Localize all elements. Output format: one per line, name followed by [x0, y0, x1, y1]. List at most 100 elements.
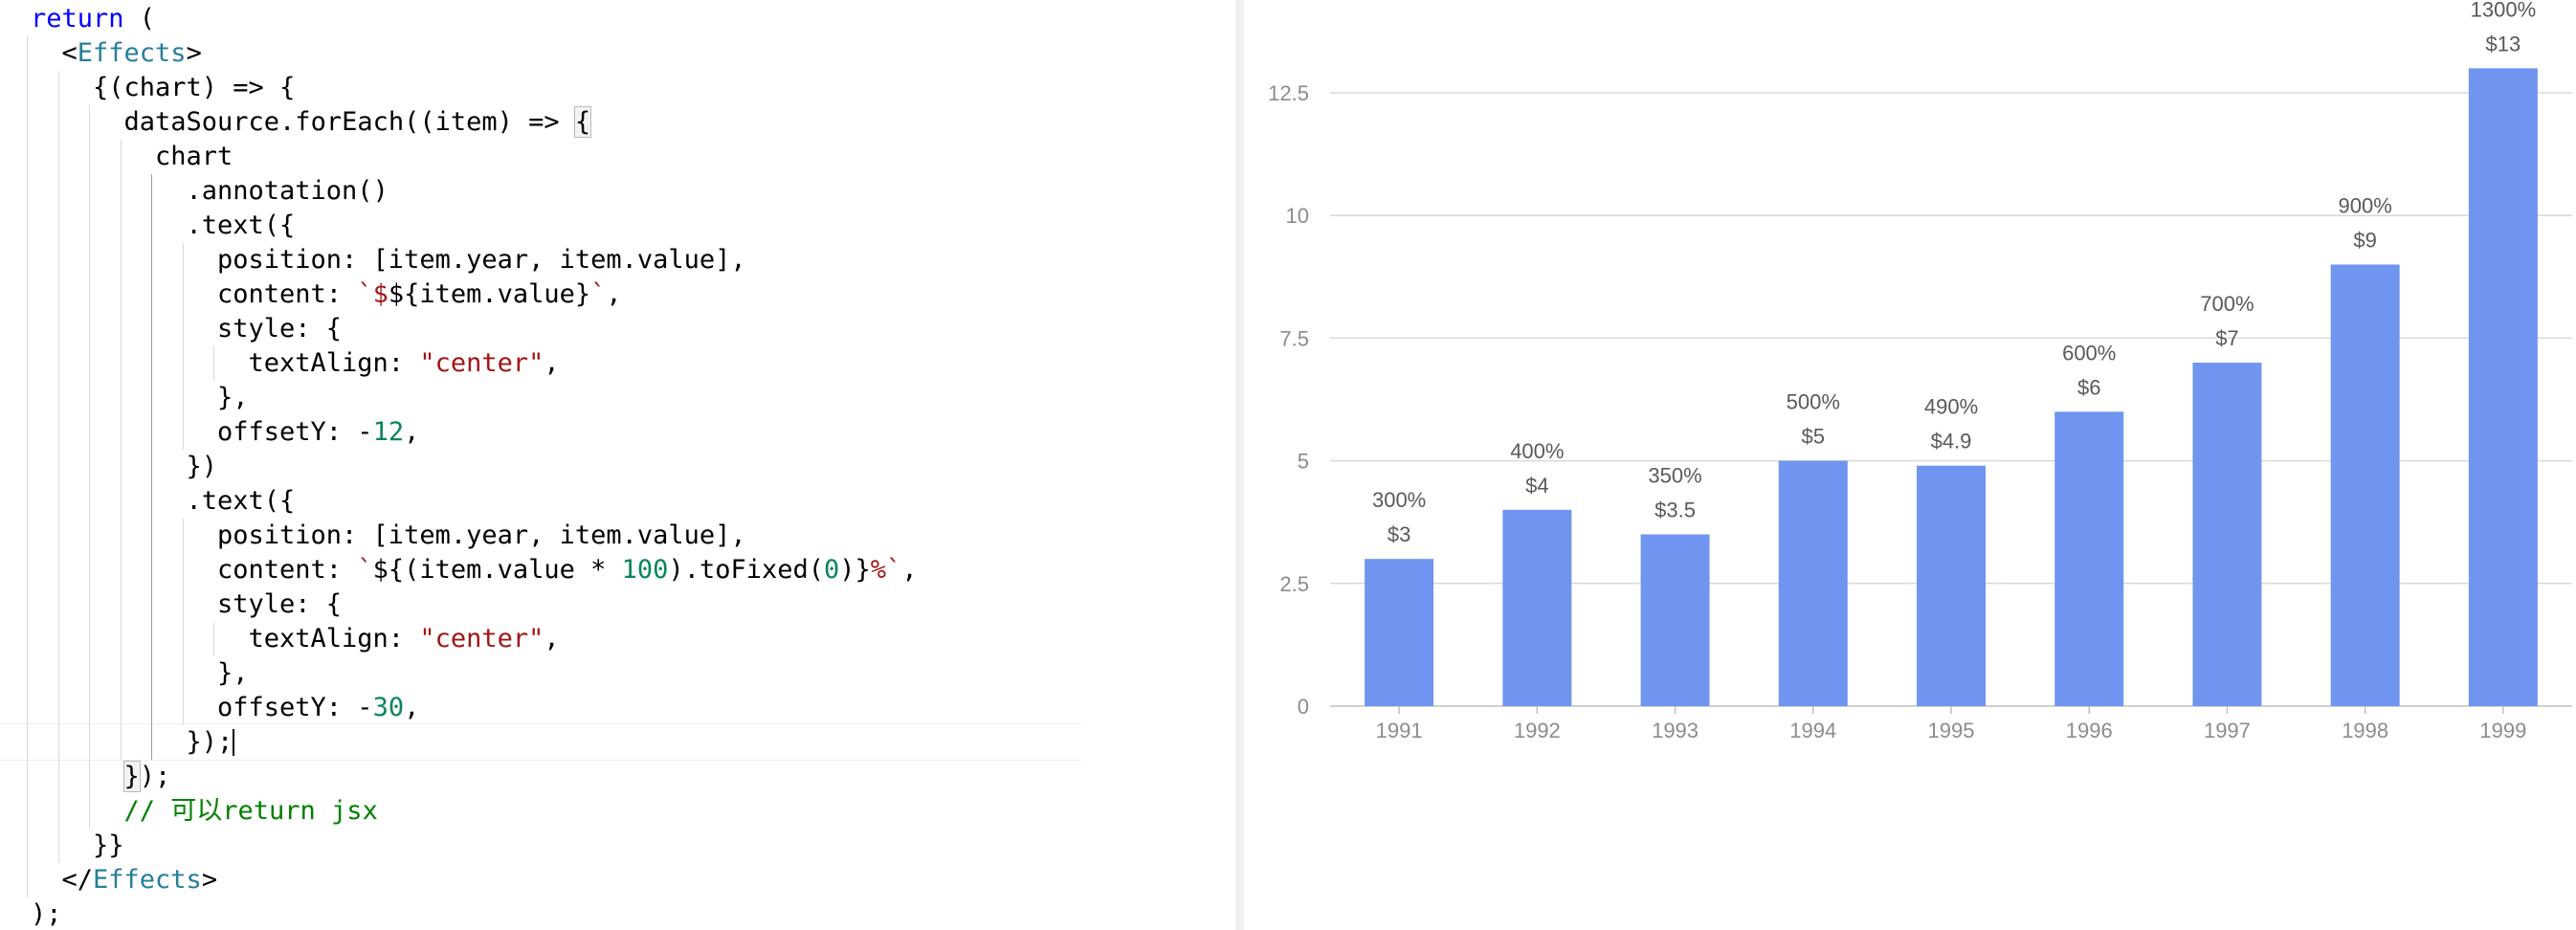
indent-guide: [57, 243, 59, 277]
indent-guide: [57, 71, 59, 105]
indent-guide: [89, 140, 90, 174]
code-line[interactable]: // 可以return jsx: [0, 794, 1081, 829]
indent-guide: [120, 312, 122, 346]
indent-guide: [57, 450, 59, 484]
indent-guide: [120, 691, 122, 725]
code-line[interactable]: </Effects>: [0, 863, 1081, 897]
code-line[interactable]: }}: [0, 829, 1081, 863]
indent-guide: [120, 243, 122, 277]
indent-guide: [57, 656, 59, 691]
code-line[interactable]: dataSource.forEach((item) => {: [0, 105, 1081, 140]
x-tick-label: 1998: [2342, 719, 2388, 742]
indent-guide: [89, 450, 90, 484]
code-line[interactable]: .text({: [0, 209, 1081, 243]
indent-guide: [182, 277, 184, 312]
indent-guide: [57, 725, 59, 760]
indent-guide: [57, 587, 59, 622]
indent-guide: [151, 484, 152, 519]
indent-guide: [89, 209, 90, 243]
indent-guide: [27, 622, 28, 656]
code-line[interactable]: );: [0, 897, 1081, 930]
indent-guide: [89, 622, 90, 656]
code-token-plain: ,: [544, 348, 560, 378]
code-token-plain: style: {: [217, 314, 343, 343]
code-token-plain: (: [123, 4, 156, 33]
code-editor[interactable]: return (<Effects> {(chart) => {dataSource…: [0, 0, 1081, 930]
y-tick-label: 2.5: [1279, 572, 1309, 596]
code-line[interactable]: offsetY: -30,: [0, 691, 1081, 725]
code-text: style: {: [217, 587, 342, 622]
indent-guide: [57, 174, 59, 209]
indent-guide: [89, 519, 90, 553]
indent-guide: [89, 277, 90, 312]
code-line[interactable]: position: [item.year, item.value],: [0, 519, 1081, 553]
code-token-type: Effects: [77, 38, 187, 68]
code-line[interactable]: .annotation(): [0, 174, 1081, 209]
current-line-border-top: [0, 723, 1081, 724]
code-token-plain: <: [61, 38, 78, 68]
bar: [2468, 68, 2538, 707]
code-token-plain: ${(item.value *: [372, 555, 622, 585]
indent-guide: [89, 346, 90, 381]
code-line[interactable]: offsetY: -12,: [0, 415, 1081, 450]
code-text: }}: [93, 829, 124, 863]
indent-guide: [182, 656, 184, 691]
code-line[interactable]: });: [0, 760, 1081, 794]
code-line[interactable]: }): [0, 450, 1081, 484]
code-line[interactable]: <Effects>: [0, 36, 1081, 71]
code-line[interactable]: style: {: [0, 587, 1081, 622]
indent-guide: [151, 691, 152, 725]
indent-guide: [151, 174, 152, 209]
code-token-comment: // 可以return jsx: [123, 796, 378, 826]
code-token-plain: ,: [404, 417, 420, 447]
indent-guide: [27, 553, 28, 587]
indent-guide: [89, 484, 90, 519]
indent-guide: [120, 277, 122, 312]
code-line[interactable]: position: [item.year, item.value],: [0, 243, 1081, 277]
indent-guide: [57, 760, 59, 794]
indent-guide: [151, 725, 152, 760]
code-line[interactable]: content: `$${item.value}`,: [0, 277, 1081, 312]
code-line[interactable]: });: [0, 725, 1081, 760]
code-token-plain: .text({: [186, 486, 296, 516]
code-token-string: `: [357, 555, 373, 585]
code-token-plain: .annotation(): [186, 176, 389, 206]
bar-value-label: $9: [2353, 228, 2376, 252]
code-line[interactable]: textAlign: "center",: [0, 346, 1081, 381]
x-tick-label: 1991: [1376, 719, 1423, 742]
code-text: );: [31, 897, 62, 930]
code-token-plain: }): [186, 452, 218, 481]
indent-guide: [27, 36, 28, 71]
code-token-plain: position: [item.year, item.value],: [217, 520, 746, 550]
indent-guide: [57, 829, 59, 863]
code-line[interactable]: return (: [0, 2, 1081, 36]
indent-guide: [27, 71, 28, 105]
code-line[interactable]: chart: [0, 140, 1081, 174]
code-line[interactable]: },: [0, 656, 1081, 691]
code-line[interactable]: {(chart) => {: [0, 71, 1081, 105]
indent-guide: [120, 450, 122, 484]
x-tick-label: 1994: [1789, 719, 1836, 742]
current-line-border-bottom: [0, 760, 1081, 761]
code-token-keyword: return: [31, 4, 124, 33]
code-text: position: [item.year, item.value],: [217, 243, 746, 277]
code-line[interactable]: .text({: [0, 484, 1081, 519]
code-token-plain: >: [201, 865, 218, 895]
indent-guide: [120, 587, 122, 622]
indent-guide: [120, 622, 122, 656]
bar-percent-label: 700%: [2200, 292, 2254, 316]
indent-guide: [182, 622, 184, 656]
code-text: {(chart) => {: [93, 71, 295, 105]
indent-guide: [151, 381, 152, 415]
code-line[interactable]: content: `${(item.value * 100).toFixed(0…: [0, 553, 1081, 587]
code-token-plain: });: [186, 727, 233, 757]
code-text: </Effects>: [62, 863, 218, 897]
code-line[interactable]: style: {: [0, 312, 1081, 346]
indent-guide: [57, 209, 59, 243]
code-line[interactable]: },: [0, 381, 1081, 415]
indent-guide: [151, 415, 152, 450]
indent-guide: [57, 346, 59, 381]
code-token-string: "center": [419, 624, 544, 653]
code-line[interactable]: textAlign: "center",: [0, 622, 1081, 656]
code-text: textAlign: "center",: [249, 346, 560, 381]
